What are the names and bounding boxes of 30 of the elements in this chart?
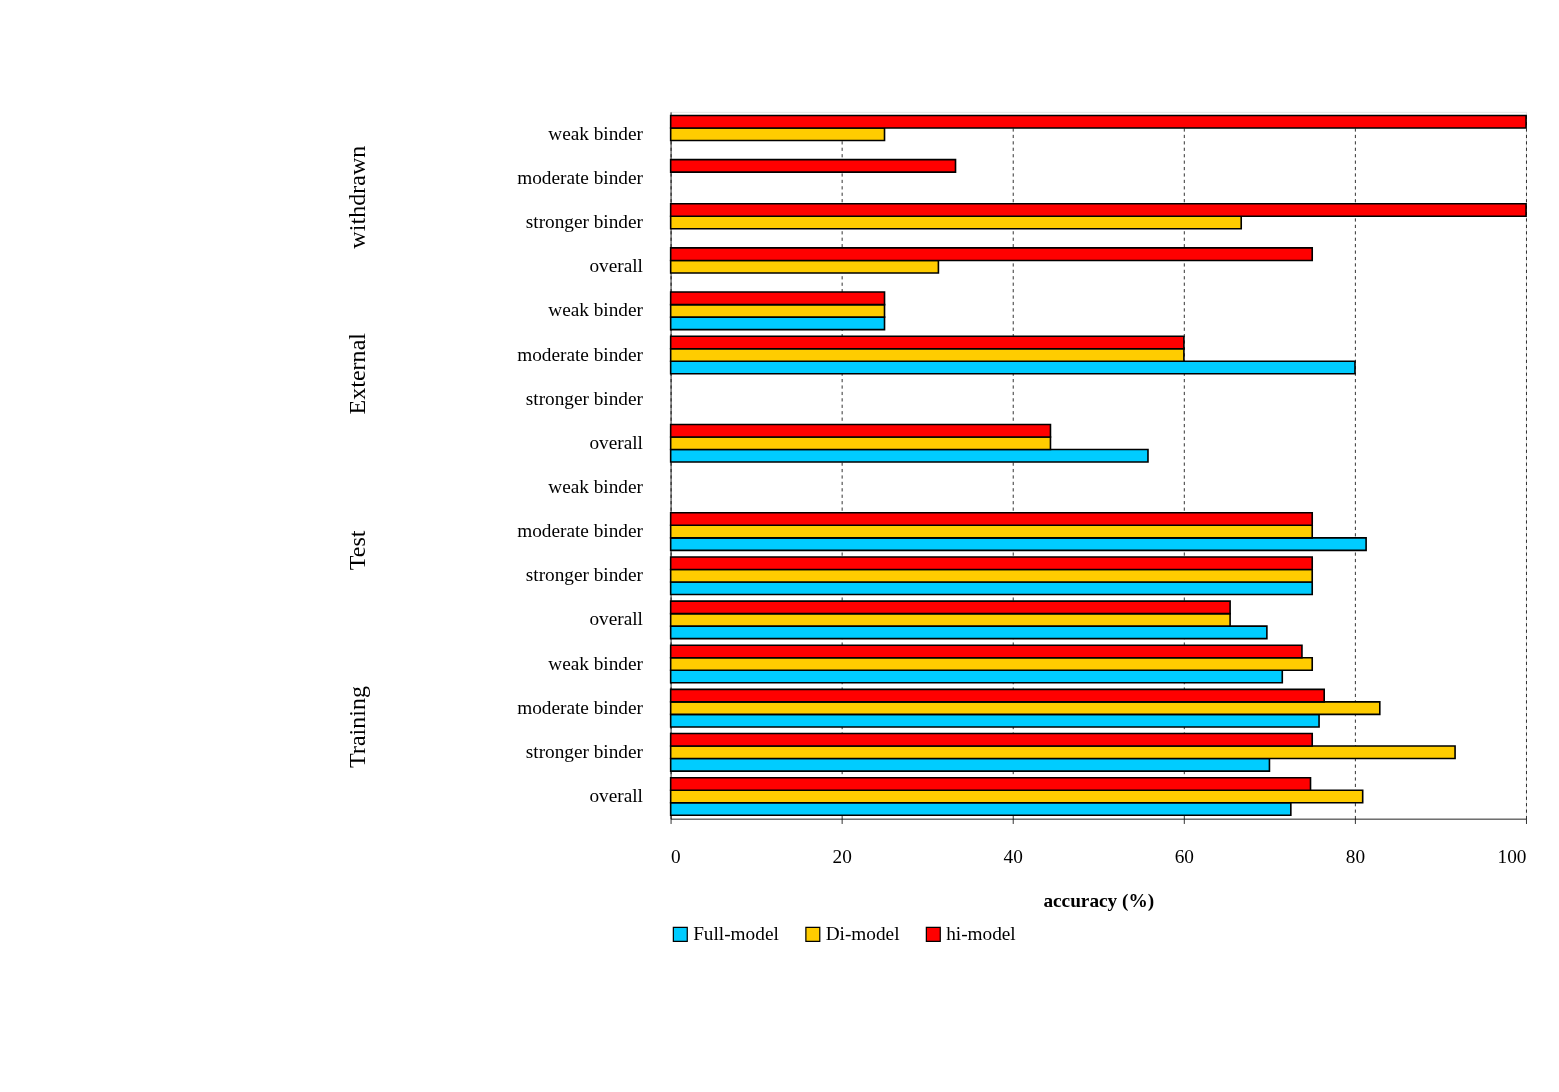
text: withdrawn (343, 145, 370, 249)
x-tick-label: 0 (671, 846, 681, 868)
y-tick-label: moderate binder (517, 520, 644, 542)
text: Training (343, 685, 370, 768)
y-tick-label: weak binder (548, 476, 644, 498)
legend-label: Di-model (825, 923, 900, 945)
y-tick-label: weak binder (548, 299, 644, 321)
y-tick-label: stronger binder (525, 564, 644, 586)
y-tick-label: moderate binder (517, 167, 644, 189)
y-tick-label: weak binder (548, 652, 644, 674)
y-tick-label: overall (589, 255, 643, 277)
y-tick-label: weak binder (548, 122, 644, 144)
y-tick-label: overall (589, 785, 643, 807)
legend-label: Full-model (693, 923, 779, 945)
y-tick-label: stronger binder (525, 740, 644, 762)
y-tick-label: moderate binder (517, 696, 644, 718)
y-tick-label: overall (589, 608, 643, 630)
y-tick-label: stronger binder (525, 387, 644, 409)
y-tick-label: overall (589, 431, 643, 453)
x-tick-label: 80 (1345, 846, 1366, 868)
x-tick-label: 60 (1174, 846, 1194, 868)
text: External (343, 332, 370, 415)
x-tick-label: 100 (1497, 846, 1527, 868)
text: Test (343, 530, 370, 571)
y-tick-label: stronger binder (525, 211, 644, 233)
y-tick-label: moderate binder (517, 343, 644, 365)
x-tick-label: 20 (832, 846, 852, 868)
x-tick-label: 40 (1003, 846, 1023, 868)
x-axis-title: accuracy (%) (1043, 889, 1155, 912)
legend-label: hi-model (946, 923, 1016, 945)
